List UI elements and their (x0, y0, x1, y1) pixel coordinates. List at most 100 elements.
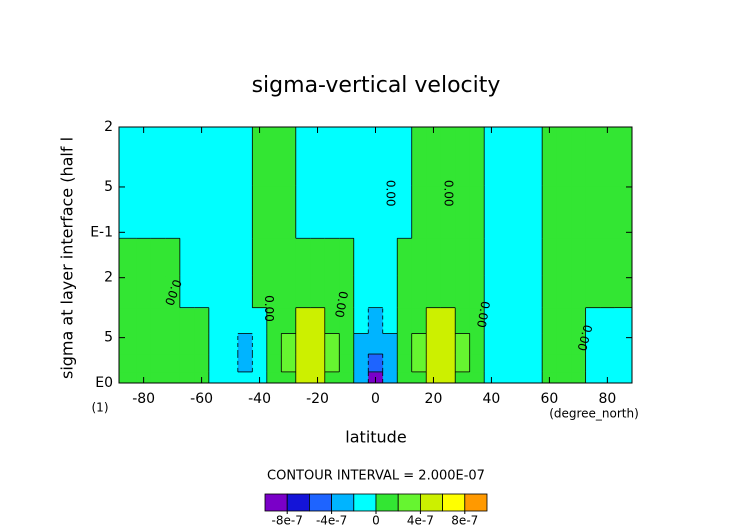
contour-cell (484, 238, 500, 277)
contour-label: 0.00 (383, 180, 397, 207)
contour-cell (382, 307, 398, 334)
contour-cell (484, 185, 500, 239)
contour-cell (237, 371, 253, 384)
contour-cell (295, 333, 311, 355)
contour-cell (252, 238, 268, 277)
contour-cell (150, 371, 166, 384)
contour-cell (614, 354, 633, 373)
contour-cell (484, 275, 500, 309)
contour-cell (353, 307, 369, 334)
contour-cell (281, 185, 297, 239)
contour-cell (382, 354, 398, 373)
contour-cell (179, 333, 195, 355)
contour-cell (556, 371, 572, 384)
contour-cell (179, 185, 195, 239)
contour-cell (237, 354, 253, 373)
contour-cell (542, 185, 558, 239)
contour-cell (266, 354, 282, 373)
colorbar-box (419, 493, 443, 512)
contour-cell (382, 371, 398, 384)
contour-cell (498, 127, 514, 187)
contour-cell (208, 307, 224, 334)
contour-cell (119, 275, 137, 309)
contour-cell (295, 238, 311, 277)
contour-label: 0.00 (574, 323, 594, 352)
contour-cell (542, 307, 558, 334)
contour-cell (513, 354, 529, 373)
contour-cell (179, 127, 195, 187)
contour-cell (469, 238, 485, 277)
contour-cell (266, 238, 282, 277)
contour-label: 0.00 (474, 300, 492, 329)
contour-cell (527, 354, 543, 373)
contour-cell (208, 238, 224, 277)
contour-cell (281, 333, 297, 355)
contour-cell (440, 371, 456, 384)
contour-cell (237, 238, 253, 277)
contour-cell (208, 333, 224, 355)
contour-cell (208, 275, 224, 309)
contour-cell (353, 333, 369, 355)
x-tick-label: 40 (483, 391, 501, 407)
contour-cell (614, 185, 633, 239)
contour-cell (136, 307, 152, 334)
contour-cell (266, 127, 282, 187)
contour-cell (179, 371, 195, 384)
contour-cell (397, 238, 413, 277)
y-tick-label: 2 (104, 270, 113, 286)
contour-cell (469, 127, 485, 187)
contour-cell (542, 354, 558, 373)
contour-cell (411, 371, 427, 384)
contour-cell (281, 307, 297, 334)
contour-cell (455, 127, 471, 187)
contour-cell (382, 127, 398, 187)
contour-cell (498, 371, 514, 384)
contour-cell (585, 238, 601, 277)
contour-cell (281, 238, 297, 277)
colorbar-tick-label: -8e-7 (272, 514, 303, 528)
colorbar-box (264, 493, 288, 512)
contour-cell (310, 333, 326, 355)
contour-cell (614, 333, 633, 355)
contour-cell (324, 238, 340, 277)
contour-cell (179, 307, 195, 334)
contour-cell (411, 307, 427, 334)
contour-cell (119, 238, 137, 277)
contour-cell (136, 275, 152, 309)
contour-cell (223, 185, 239, 239)
contour-cell (295, 354, 311, 373)
contour-cell (440, 307, 456, 334)
contour-cell (324, 185, 340, 239)
contour-cell (411, 354, 427, 373)
contour-cell (295, 275, 311, 309)
contour-cell (600, 354, 616, 373)
contour-cell (310, 354, 326, 373)
contour-cell (339, 333, 355, 355)
contour-cell (571, 333, 587, 355)
x-tick-label: 80 (598, 391, 616, 407)
contour-cell (281, 127, 297, 187)
contour-cell (119, 333, 137, 355)
y-tick-label: E0 (95, 375, 113, 391)
contour-cell (223, 238, 239, 277)
contour-cell (614, 371, 633, 384)
contour-cell (426, 238, 442, 277)
contour-cell (397, 185, 413, 239)
contour-cell (324, 307, 340, 334)
contour-cell (136, 127, 152, 187)
contour-cell (368, 333, 384, 355)
contour-cell (179, 275, 195, 309)
contour-cell (498, 307, 514, 334)
contour-cell (556, 238, 572, 277)
contour-cell (295, 371, 311, 384)
contour-cell (281, 354, 297, 373)
contour-cell (310, 275, 326, 309)
contour-cell (281, 371, 297, 384)
contour-cell (208, 185, 224, 239)
contour-cell (484, 333, 500, 355)
contour-cell (324, 275, 340, 309)
contour-cell (339, 275, 355, 309)
contour-cell (281, 275, 297, 309)
contour-cell (252, 354, 268, 373)
contour-cell (556, 354, 572, 373)
